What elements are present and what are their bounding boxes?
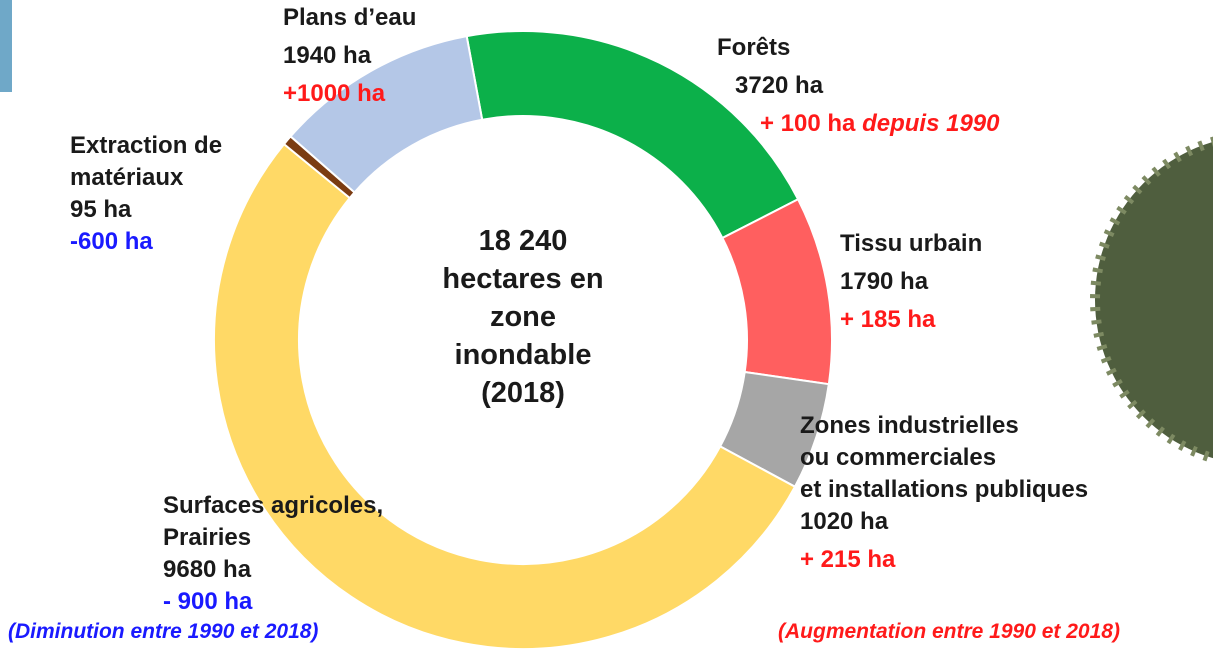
change-value: + 215 ha xyxy=(800,546,896,573)
change-label: + 100 ha depuis 1990 xyxy=(760,108,999,140)
category-label: Plans d’eau xyxy=(283,4,417,31)
value-label: 1940 ha xyxy=(283,42,372,69)
change-label: - 900 ha xyxy=(163,586,252,618)
category-label: Forêts xyxy=(717,34,791,61)
center-label: 18 240 hectares en zone inondable (2018) xyxy=(442,225,604,409)
change-value: + 100 ha xyxy=(760,110,856,137)
value-label: 1790 ha xyxy=(840,268,929,295)
decor-bar xyxy=(0,0,12,92)
change-note: depuis 1990 xyxy=(862,110,1000,137)
value-label: 9680 ha xyxy=(163,556,252,583)
change-value: -600 ha xyxy=(70,228,153,255)
change-label: + 185 ha xyxy=(840,304,935,336)
value-label: 1020 ha xyxy=(800,508,889,535)
category-label: Tissu urbain xyxy=(840,230,983,257)
footnote: (Diminution entre 1990 et 2018) xyxy=(8,620,319,643)
value-label: 3720 ha xyxy=(735,72,824,99)
category-label: Zones industrielles ou commerciales et i… xyxy=(800,412,1089,503)
donut-slice xyxy=(213,142,797,650)
change-value: + 185 ha xyxy=(840,306,936,333)
category-label: Surfaces agricoles, Prairies xyxy=(163,492,384,551)
aerial-photo xyxy=(1095,141,1213,459)
change-label: +1000 ha xyxy=(283,78,385,110)
change-value: +1000 ha xyxy=(283,80,386,107)
change-value: - 900 ha xyxy=(163,588,253,615)
change-label: + 215 ha xyxy=(800,544,895,576)
category-label: Extraction de matériaux xyxy=(70,132,223,191)
donut-slice xyxy=(289,35,484,194)
change-label: -600 ha xyxy=(70,226,153,258)
value-label: 95 ha xyxy=(70,196,132,223)
footnote: (Augmentation entre 1990 et 2018) xyxy=(778,620,1120,643)
